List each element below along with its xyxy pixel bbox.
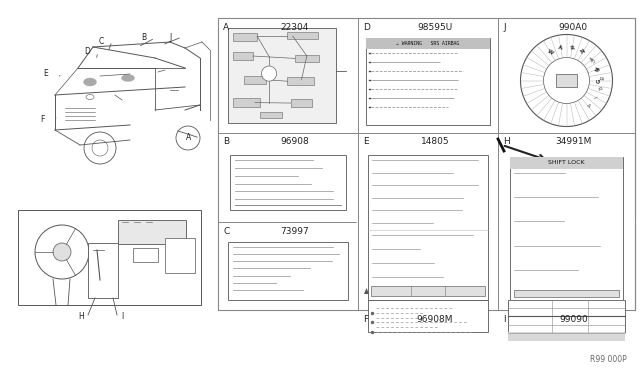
Polygon shape <box>364 288 369 294</box>
Bar <box>510 157 623 300</box>
Text: B: B <box>223 138 229 147</box>
Text: D: D <box>84 48 90 57</box>
Bar <box>287 32 317 39</box>
Text: B: B <box>597 76 602 80</box>
Bar <box>228 28 336 123</box>
Bar <box>508 332 625 341</box>
Ellipse shape <box>122 75 134 81</box>
Circle shape <box>92 140 108 156</box>
Bar <box>291 99 312 107</box>
Text: H: H <box>503 138 509 147</box>
Bar <box>556 74 577 87</box>
Bar <box>366 38 490 49</box>
Bar <box>368 300 488 332</box>
Bar <box>366 38 490 125</box>
Text: A: A <box>585 103 591 109</box>
Text: 14805: 14805 <box>420 138 449 147</box>
Text: G: G <box>597 78 602 83</box>
Text: E: E <box>44 70 49 78</box>
Text: 99090: 99090 <box>559 314 588 324</box>
Text: A: A <box>223 22 229 32</box>
Bar <box>18 210 201 305</box>
Ellipse shape <box>84 78 96 86</box>
Text: A: A <box>186 134 191 142</box>
Bar <box>165 238 195 273</box>
Bar <box>228 242 348 300</box>
Text: SHIFT LOCK: SHIFT LOCK <box>548 160 585 166</box>
Text: B: B <box>141 33 147 42</box>
Circle shape <box>520 35 612 126</box>
Ellipse shape <box>86 94 94 99</box>
Bar <box>244 76 266 84</box>
Circle shape <box>53 243 71 261</box>
Text: I: I <box>592 96 597 100</box>
Text: 22304: 22304 <box>281 22 309 32</box>
Text: W: W <box>546 48 554 55</box>
Circle shape <box>262 66 276 81</box>
Text: G: G <box>589 56 595 62</box>
Text: 96908M: 96908M <box>417 314 453 324</box>
Circle shape <box>35 225 89 279</box>
Bar <box>368 155 488 300</box>
Circle shape <box>84 132 116 164</box>
Bar <box>295 55 319 62</box>
Bar <box>508 300 625 332</box>
Bar <box>234 33 257 41</box>
Bar <box>287 77 314 85</box>
Text: I: I <box>589 57 595 62</box>
Bar <box>510 157 623 169</box>
Text: J: J <box>503 22 506 32</box>
Text: F: F <box>363 314 368 324</box>
Text: E: E <box>363 138 369 147</box>
Text: N: N <box>580 48 586 55</box>
Text: C: C <box>223 227 229 235</box>
Text: R: R <box>570 45 575 51</box>
Bar <box>118 220 186 244</box>
Bar <box>230 155 346 210</box>
Bar <box>234 52 253 60</box>
Circle shape <box>543 58 589 103</box>
Text: I: I <box>503 314 506 324</box>
Text: H: H <box>78 312 84 321</box>
Text: C: C <box>99 36 104 45</box>
Text: ⚠ WARNING   SRS AIRBAG: ⚠ WARNING SRS AIRBAG <box>396 41 460 46</box>
Circle shape <box>176 126 200 150</box>
Bar <box>260 112 282 118</box>
Text: A: A <box>595 65 600 71</box>
Bar <box>88 243 118 298</box>
Bar <box>234 98 260 107</box>
Text: 96908: 96908 <box>280 138 309 147</box>
Text: R: R <box>596 86 602 91</box>
Bar <box>133 248 158 262</box>
Bar <box>514 290 619 297</box>
Text: 990A0: 990A0 <box>559 22 588 32</box>
Text: I: I <box>121 312 123 321</box>
Text: 34991M: 34991M <box>555 138 591 147</box>
Text: R99 000P: R99 000P <box>590 355 627 364</box>
Text: D: D <box>363 22 370 32</box>
Text: 73997: 73997 <box>280 227 309 235</box>
Text: N: N <box>595 66 601 72</box>
Text: F: F <box>40 115 44 125</box>
Text: A: A <box>558 45 563 51</box>
Text: 98595U: 98595U <box>417 22 452 32</box>
Text: J: J <box>170 32 172 42</box>
Bar <box>371 286 485 296</box>
Bar <box>218 18 635 310</box>
